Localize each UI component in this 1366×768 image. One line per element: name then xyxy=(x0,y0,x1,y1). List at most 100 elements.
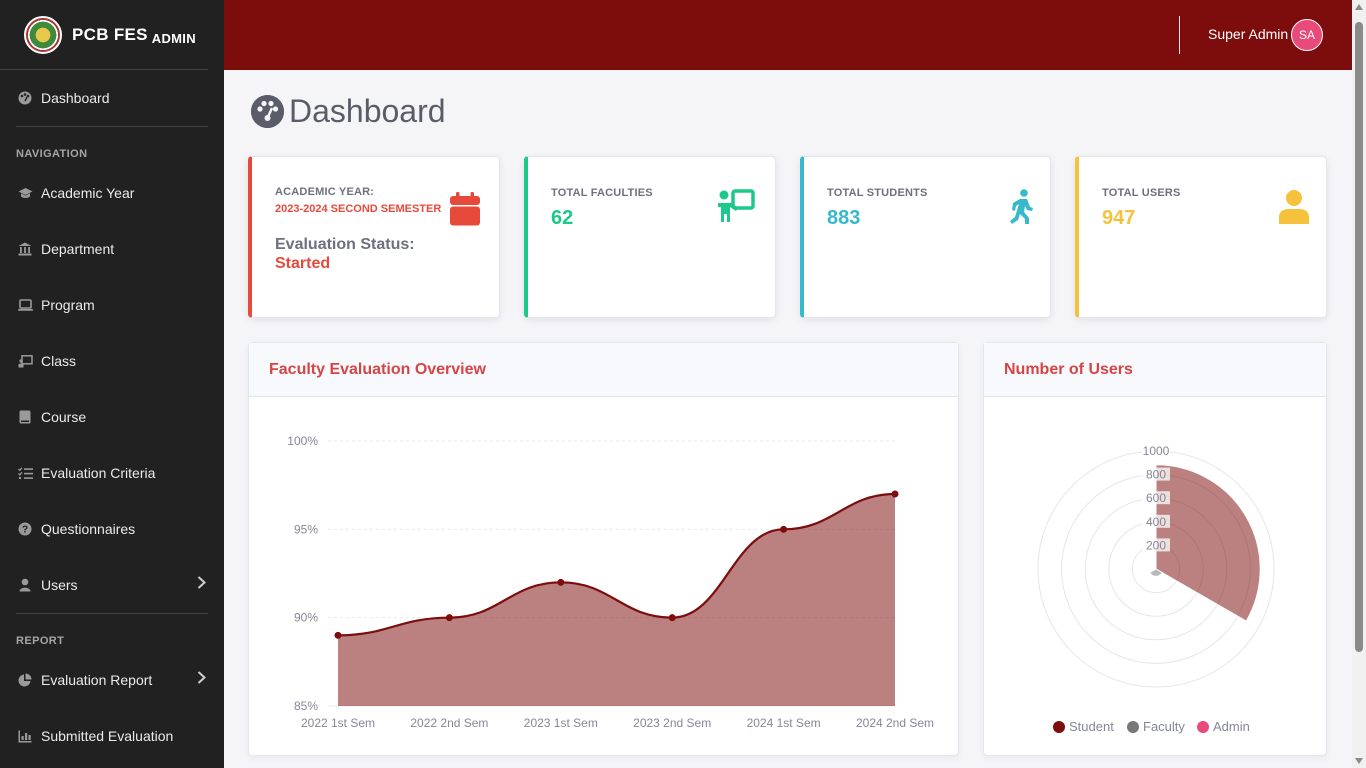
svg-text:?: ? xyxy=(22,525,28,536)
brand-name: PCB FES xyxy=(72,24,148,44)
total-faculties-card: TOTAL FACULTIES 62 xyxy=(524,156,776,318)
palette-gauge-icon xyxy=(251,95,284,128)
radial-tick-bg xyxy=(1142,491,1170,505)
data-point xyxy=(445,614,453,622)
brand-suffix: ADMIN xyxy=(151,30,196,46)
nav-heading: NAVIGATION xyxy=(16,148,88,160)
sidebar-item-course[interactable]: Course xyxy=(0,389,224,445)
sidebar-item-program[interactable]: Program xyxy=(0,277,224,333)
divider xyxy=(16,613,208,614)
data-point xyxy=(780,525,788,533)
palette-gauge-icon xyxy=(17,91,33,105)
scrollbar-thumb[interactable] xyxy=(1355,22,1363,652)
sidebar-item-department[interactable]: Department xyxy=(0,221,224,277)
total-faculties-value: 62 xyxy=(551,207,574,229)
y-tick-label: 95% xyxy=(294,522,318,536)
sidebar-item-label: Department xyxy=(41,241,115,257)
brand[interactable]: PCB FES ADMIN xyxy=(0,0,208,70)
total-students-label: TOTAL STUDENTS xyxy=(827,187,928,199)
report-heading: REPORT xyxy=(16,635,65,647)
sidebar-item-label: Class xyxy=(41,353,77,369)
total-users-value: 947 xyxy=(1102,207,1136,229)
sidebar-item-label: Evaluation Report xyxy=(41,672,153,688)
chart-bar-icon xyxy=(17,729,33,743)
faculty-evaluation-area-chart[interactable]: 100% 95% 90% 85% 2022 1st Sem 2022 2nd Sem 202… xyxy=(249,397,958,755)
series-line xyxy=(337,492,896,637)
sidebar-item-label: Users xyxy=(41,577,78,593)
y-tick-label: 85% xyxy=(294,699,318,713)
sidebar-item-evaluation-report[interactable]: Evaluation Report xyxy=(0,652,224,708)
panel-title: Number of Users xyxy=(984,343,1326,397)
radial-tick-bg xyxy=(1142,514,1170,528)
user-icon xyxy=(17,578,33,592)
sidebar-item-label: Program xyxy=(41,297,95,313)
sidebar-item-class[interactable]: Class xyxy=(0,333,224,389)
x-tick-label: 2023 2nd Sem xyxy=(633,716,711,730)
legend-label: Student xyxy=(1069,719,1114,734)
sidebar-item-dashboard[interactable]: Dashboard xyxy=(0,70,224,126)
data-point xyxy=(557,578,565,586)
laptop-icon xyxy=(17,298,33,312)
x-tick-label: 2024 1st Sem xyxy=(747,716,821,730)
chevron-right-icon xyxy=(197,671,206,689)
page-header: Dashboard xyxy=(251,93,446,130)
radial-tick-bg xyxy=(1142,444,1170,457)
sidebar-item-submitted-evaluation[interactable]: Submitted Evaluation xyxy=(0,708,224,764)
sidebar: PCB FES ADMIN Dashboard NAVIGATION Academ… xyxy=(0,0,224,768)
data-point xyxy=(334,631,342,639)
school-logo-icon xyxy=(24,15,62,54)
book-icon xyxy=(17,410,33,424)
total-users-label: TOTAL USERS xyxy=(1102,187,1181,199)
panel-title: Faculty Evaluation Overview xyxy=(249,343,958,397)
x-tick-label: 2022 1st Sem xyxy=(301,716,375,730)
sidebar-item-label: Dashboard xyxy=(41,90,110,106)
polar-segment xyxy=(1155,567,1157,570)
legend-swatch xyxy=(1197,721,1209,733)
radial-tick-label: 200 xyxy=(1146,538,1166,552)
topbar-divider xyxy=(1179,16,1180,54)
evaluation-status-label: Evaluation Status: xyxy=(275,236,415,253)
topbar: Super Admin SA xyxy=(224,0,1352,70)
evaluation-status-value: Started xyxy=(275,255,331,272)
building-columns-icon xyxy=(17,242,33,256)
faculty-evaluation-overview-panel: Faculty Evaluation Overview 100% 95% 90% 85… xyxy=(248,342,959,756)
x-tick-label: 2023 1st Sem xyxy=(524,716,598,730)
user-name[interactable]: Super Admin xyxy=(1208,26,1289,42)
page-scrollbar[interactable] xyxy=(1352,0,1366,768)
data-point xyxy=(668,614,676,622)
question-circle-icon: ? xyxy=(17,522,33,536)
radial-tick-bg xyxy=(1142,467,1170,481)
chevron-right-icon xyxy=(197,576,206,594)
academic-year-card: ACADEMIC YEAR: 2023-2024 SECOND SEMESTER… xyxy=(248,156,500,318)
academic-year-value: 2023-2024 SECOND SEMESTER xyxy=(275,203,442,215)
sidebar-item-academic-year[interactable]: Academic Year xyxy=(0,165,224,221)
user-icon xyxy=(1279,190,1309,229)
sidebar-item-label: Questionnaires xyxy=(41,521,136,537)
graduation-cap-icon xyxy=(17,186,33,200)
y-tick-label: 100% xyxy=(287,434,318,448)
scroll-down-arrow-icon[interactable] xyxy=(1355,758,1363,764)
polar-segment xyxy=(1148,568,1164,577)
sidebar-item-users[interactable]: Users xyxy=(0,557,224,613)
avatar[interactable]: SA xyxy=(1291,19,1323,51)
page-title: Dashboard xyxy=(289,93,446,129)
sidebar-item-label: Submitted Evaluation xyxy=(41,728,174,744)
number-of-users-polar-chart[interactable]: 1000 800 600 400 200 Student Faculty Admin xyxy=(984,397,1326,755)
sidebar-item-questionnaires[interactable]: ? Questionnaires xyxy=(0,501,224,557)
sidebar-item-label: Evaluation Criteria xyxy=(41,465,156,481)
total-students-card: TOTAL STUDENTS 883 xyxy=(800,156,1051,318)
chalkboard-icon xyxy=(17,354,33,368)
divider xyxy=(16,126,208,127)
total-students-value: 883 xyxy=(827,207,861,229)
chalkboard-teacher-icon xyxy=(716,189,756,228)
list-check-icon xyxy=(17,466,33,480)
chart-pie-icon xyxy=(17,673,33,687)
scroll-up-arrow-icon[interactable] xyxy=(1355,4,1363,10)
legend-swatch xyxy=(1127,721,1139,733)
radial-tick-label: 600 xyxy=(1146,491,1166,505)
x-tick-label: 2024 2nd Sem xyxy=(856,716,934,730)
sidebar-item-evaluation-criteria[interactable]: Evaluation Criteria xyxy=(0,445,224,501)
y-tick-label: 90% xyxy=(294,611,318,625)
sidebar-item-label: Course xyxy=(41,409,87,425)
radial-tick-bg xyxy=(1142,538,1170,552)
